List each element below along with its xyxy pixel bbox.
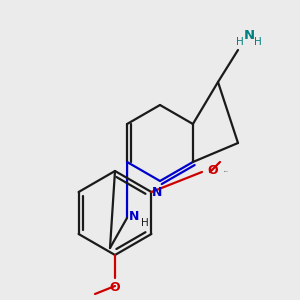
Text: N: N [129,209,140,223]
Text: O: O [207,164,217,176]
Text: H: H [254,37,262,47]
Text: methyl: methyl [224,170,229,172]
Text: N: N [152,186,162,199]
Text: H: H [141,218,149,228]
Text: O: O [110,281,120,294]
Text: H: H [236,37,244,47]
Text: N: N [243,29,255,42]
